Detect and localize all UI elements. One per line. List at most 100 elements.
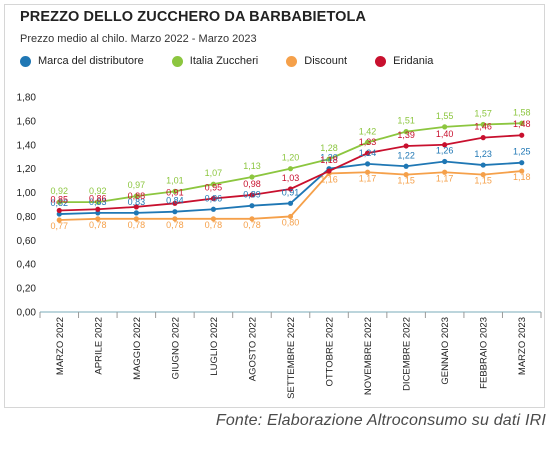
legend-label-discount: Discount bbox=[304, 55, 348, 67]
data-label: 1,13 bbox=[243, 161, 261, 171]
data-point bbox=[95, 216, 101, 222]
x-tick-label: GENNAIO 2023 bbox=[440, 317, 451, 385]
x-tick-label: APRILE 2022 bbox=[93, 317, 104, 375]
data-point bbox=[442, 169, 448, 175]
data-point bbox=[133, 210, 139, 216]
data-point bbox=[480, 135, 486, 141]
data-label: 1,15 bbox=[397, 176, 415, 186]
data-label: 1,28 bbox=[320, 143, 338, 153]
legend-item-eridania: Eridania bbox=[375, 55, 433, 67]
y-tick-label: 0,80 bbox=[17, 212, 37, 223]
data-label: 1,23 bbox=[474, 149, 492, 159]
x-tick-label: MAGGIO 2022 bbox=[132, 317, 143, 380]
y-tick-label: 0,40 bbox=[17, 260, 37, 271]
y-tick-label: 1,60 bbox=[17, 116, 37, 127]
data-point bbox=[172, 200, 178, 206]
legend-item-marca: Marca del distributore bbox=[20, 55, 144, 67]
data-label: 0,83 bbox=[89, 197, 107, 207]
data-label: 0,77 bbox=[51, 221, 69, 231]
data-point bbox=[249, 174, 255, 180]
data-point bbox=[133, 216, 139, 222]
legend-marker-marca bbox=[20, 55, 31, 67]
y-tick-label: 1,20 bbox=[17, 164, 37, 175]
data-label: 0,91 bbox=[282, 187, 300, 197]
data-point bbox=[95, 210, 101, 216]
data-label: 1,17 bbox=[436, 173, 454, 183]
data-point bbox=[403, 172, 409, 178]
legend-marker-discount bbox=[286, 55, 298, 67]
data-point bbox=[519, 120, 525, 126]
data-label: 0,78 bbox=[89, 220, 107, 230]
x-tick-label: LUGLIO 2022 bbox=[209, 317, 220, 376]
data-point bbox=[326, 156, 332, 162]
data-label: 1,16 bbox=[320, 174, 338, 184]
data-point bbox=[172, 209, 178, 215]
data-label: 1,46 bbox=[474, 122, 492, 132]
data-point bbox=[364, 161, 371, 167]
data-label: 0,85 bbox=[51, 194, 69, 204]
data-point bbox=[287, 166, 294, 172]
legend-marker-eridania bbox=[375, 55, 387, 67]
x-tick-label: FEBBRAIO 2023 bbox=[479, 317, 490, 389]
data-label: 1,18 bbox=[320, 155, 338, 165]
x-tick-label: NOVEMBRE 2022 bbox=[363, 317, 374, 395]
data-point bbox=[95, 199, 101, 205]
data-point bbox=[95, 206, 101, 212]
data-label: 0,89 bbox=[243, 190, 261, 200]
data-point bbox=[364, 150, 371, 156]
legend-item-discount: Discount bbox=[286, 55, 347, 67]
data-label: 1,20 bbox=[320, 153, 338, 163]
data-label: 1,20 bbox=[282, 153, 300, 163]
x-tick-label: DICEMBRE 2022 bbox=[402, 317, 413, 391]
x-tick-label: MARZO 2022 bbox=[55, 317, 66, 375]
data-point bbox=[364, 169, 371, 175]
data-label: 0,82 bbox=[51, 198, 69, 208]
legend-label-eridania: Eridania bbox=[393, 55, 434, 67]
data-point bbox=[442, 142, 448, 148]
data-label: 1,18 bbox=[513, 172, 531, 182]
data-point bbox=[172, 188, 178, 194]
data-point bbox=[480, 172, 486, 178]
data-point bbox=[442, 124, 448, 130]
data-label: 1,48 bbox=[513, 119, 531, 129]
data-label: 1,03 bbox=[282, 173, 300, 183]
data-label: 0,98 bbox=[243, 179, 261, 189]
data-label: 1,55 bbox=[436, 111, 454, 121]
data-label: 1,26 bbox=[436, 146, 454, 156]
data-label: 1,15 bbox=[474, 176, 492, 186]
y-tick-label: 1,40 bbox=[17, 140, 37, 151]
data-label: 0,83 bbox=[128, 197, 146, 207]
data-point bbox=[403, 163, 409, 169]
legend-item-italia: Italia Zuccheri bbox=[171, 55, 258, 67]
data-label: 1,33 bbox=[359, 137, 377, 147]
data-label: 0,78 bbox=[128, 220, 146, 230]
data-label: 1,25 bbox=[513, 147, 531, 157]
y-tick-label: 1,00 bbox=[17, 188, 37, 199]
x-tick-label: GIUGNO 2022 bbox=[170, 317, 181, 379]
data-label: 0,78 bbox=[205, 220, 223, 230]
data-point bbox=[326, 168, 332, 174]
data-point bbox=[249, 203, 255, 209]
y-tick-label: 0,00 bbox=[17, 308, 37, 319]
data-label: 0,92 bbox=[51, 186, 69, 196]
data-label: 1,58 bbox=[513, 107, 531, 117]
data-point bbox=[56, 211, 62, 217]
data-label: 0,86 bbox=[89, 193, 107, 203]
data-point bbox=[210, 181, 217, 187]
data-label: 1,07 bbox=[205, 168, 223, 178]
data-point bbox=[210, 195, 217, 202]
data-point bbox=[133, 193, 139, 199]
data-label: 0,84 bbox=[166, 196, 184, 206]
data-point bbox=[519, 132, 525, 138]
data-point bbox=[172, 216, 178, 222]
data-label: 1,22 bbox=[397, 150, 415, 160]
data-point bbox=[287, 213, 294, 220]
x-tick-label: AGOSTO 2022 bbox=[247, 317, 258, 381]
legend: Marca del distributore Italia Zuccheri D… bbox=[20, 55, 461, 67]
y-tick-label: 0,60 bbox=[17, 236, 37, 247]
data-point bbox=[480, 162, 486, 168]
data-point bbox=[480, 121, 486, 128]
data-label: 1,17 bbox=[359, 173, 377, 183]
data-label: 1,51 bbox=[397, 116, 415, 126]
